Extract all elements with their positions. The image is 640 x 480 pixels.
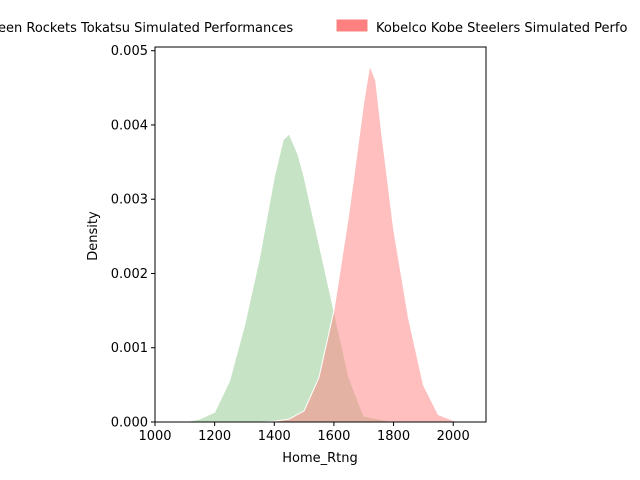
x-tick-label: 2000 bbox=[437, 429, 470, 444]
y-tick-label: 0.005 bbox=[111, 44, 148, 59]
density-area-series-2 bbox=[259, 63, 463, 423]
x-axis-label: Home_Rtng bbox=[282, 451, 358, 466]
axes-frame bbox=[154, 46, 487, 423]
y-axis-label: Density bbox=[86, 211, 101, 261]
y-tick-label: 0.004 bbox=[111, 118, 148, 133]
x-tick-label: 1000 bbox=[138, 429, 171, 444]
x-tick-label: 1200 bbox=[198, 429, 231, 444]
legend-label-series-2: Kobelco Kobe Steelers Simulated Perfo bbox=[376, 21, 627, 36]
legend: een Rockets Tokatsu Simulated Performanc… bbox=[0, 19, 627, 36]
plot-area bbox=[184, 63, 463, 423]
legend-swatch-series-2 bbox=[336, 19, 368, 32]
x-tick-label: 1400 bbox=[258, 429, 291, 444]
y-tick-label: 0.003 bbox=[111, 193, 148, 208]
y-tick-label: 0.002 bbox=[111, 267, 148, 282]
x-axis-ticks: 1000 1200 1400 1600 1800 2000 bbox=[138, 422, 470, 444]
y-tick-label: 0.001 bbox=[111, 341, 148, 356]
x-tick-label: 1600 bbox=[317, 429, 350, 444]
legend-label-series-1: een Rockets Tokatsu Simulated Performanc… bbox=[0, 21, 293, 36]
y-axis-ticks: 0.000 0.001 0.002 0.003 0.004 0.005 bbox=[111, 44, 155, 431]
x-tick-label: 1800 bbox=[377, 429, 410, 444]
y-tick-label: 0.000 bbox=[111, 416, 148, 431]
